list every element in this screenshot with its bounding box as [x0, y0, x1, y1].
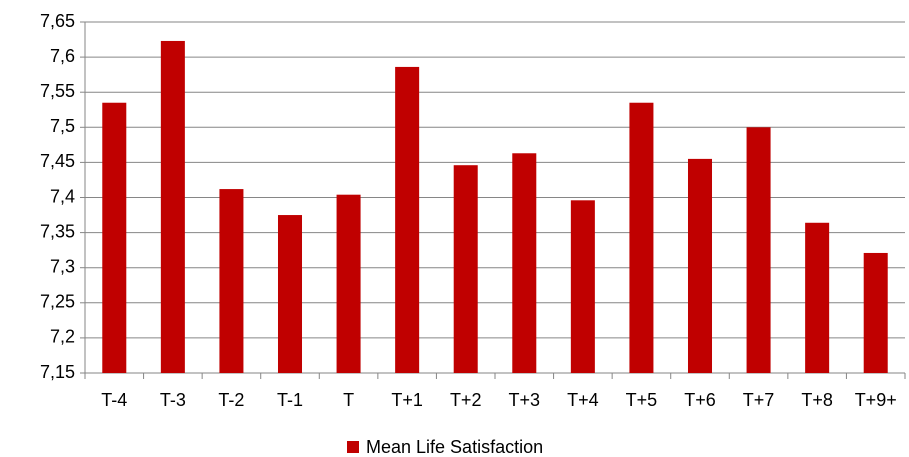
- x-tick-label: T-3: [160, 390, 186, 410]
- x-tick-label: T-4: [101, 390, 127, 410]
- y-tick-label: 7,45: [40, 151, 75, 171]
- y-tick-label: 7,5: [50, 116, 75, 136]
- bar: [746, 127, 771, 373]
- legend-swatch: [347, 441, 359, 453]
- x-tick-label: T+4: [567, 390, 599, 410]
- x-tick-label: T+7: [743, 390, 775, 410]
- legend-label: Mean Life Satisfaction: [366, 437, 543, 457]
- x-tick-label: T+8: [801, 390, 833, 410]
- y-tick-label: 7,65: [40, 11, 75, 31]
- bar: [863, 252, 888, 373]
- y-tick-label: 7,3: [50, 256, 75, 276]
- bar: [687, 158, 713, 373]
- bar: [453, 165, 478, 373]
- bar: [102, 102, 127, 373]
- bar: [277, 215, 303, 373]
- bar: [395, 66, 420, 373]
- x-tick-label: T+2: [450, 390, 482, 410]
- bar: [570, 200, 595, 373]
- bar: [629, 102, 654, 373]
- y-tick-label: 7,4: [50, 186, 75, 206]
- bar: [219, 189, 244, 373]
- y-tick-label: 7,55: [40, 81, 75, 101]
- bar: [336, 194, 361, 373]
- x-tick-label: T-1: [277, 390, 303, 410]
- x-tick-label: T-2: [218, 390, 244, 410]
- y-tick-label: 7,6: [50, 46, 75, 66]
- y-tick-label: 7,35: [40, 221, 75, 241]
- x-tick-label: T+5: [626, 390, 658, 410]
- x-tick-label: T+3: [509, 390, 541, 410]
- x-tick-label: T+6: [684, 390, 716, 410]
- y-tick-label: 7,25: [40, 292, 75, 312]
- bar: [160, 40, 185, 373]
- bar: [512, 153, 537, 373]
- bar: [805, 222, 830, 373]
- y-tick-label: 7,15: [40, 362, 75, 382]
- x-tick-label: T+9+: [855, 390, 897, 410]
- x-tick-label: T: [343, 390, 354, 410]
- x-tick-label: T+1: [391, 390, 423, 410]
- y-tick-label: 7,2: [50, 327, 75, 347]
